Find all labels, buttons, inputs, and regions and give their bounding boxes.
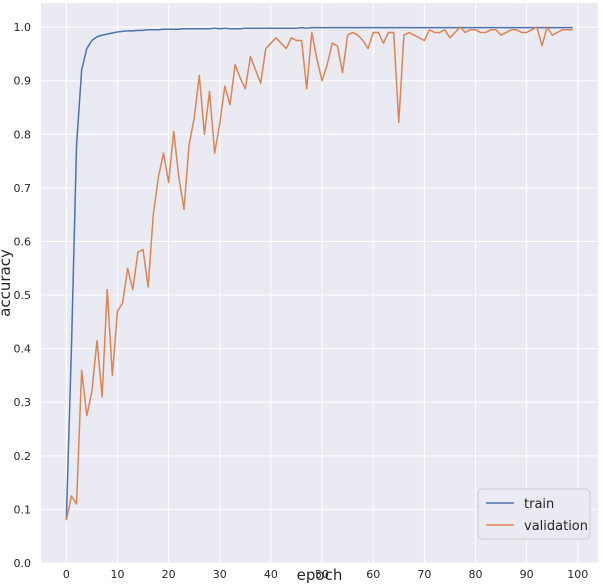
x-tick-label: 0 xyxy=(63,568,70,581)
x-tick-label: 10 xyxy=(110,568,124,581)
x-tick-label: 100 xyxy=(567,568,588,581)
series-line-train xyxy=(65,26,573,521)
series-lines xyxy=(65,26,573,521)
y-tick-label: 0.7 xyxy=(14,182,32,195)
y-axis-label: accuracy xyxy=(0,249,14,317)
x-tick-label: 70 xyxy=(417,568,431,581)
x-axis-label: epoch xyxy=(297,566,343,584)
x-tick-label: 80 xyxy=(469,568,483,581)
y-tick-label: 0.3 xyxy=(14,396,32,409)
plot-background xyxy=(41,3,598,563)
legend-label-train: train xyxy=(524,497,554,512)
y-tick-label: 0.5 xyxy=(14,289,32,302)
legend-label-validation: validation xyxy=(524,519,588,534)
x-tick-label: 50 xyxy=(315,568,329,581)
y-tick-label: 0.8 xyxy=(14,128,32,141)
x-tick-label: 20 xyxy=(162,568,176,581)
tick-labels: 0 10 20 30 40 50 60 70 80 90 100 0.0 0.1 0.2 0.3 0.4 0.5… xyxy=(14,21,589,581)
y-tick-label: 1.0 xyxy=(14,21,32,34)
y-tick-label: 0.9 xyxy=(14,75,32,88)
y-tick-label: 0.0 xyxy=(14,557,32,570)
y-tick-label: 0.4 xyxy=(14,343,32,356)
y-tick-label: 0.2 xyxy=(14,450,32,463)
x-tick-label: 30 xyxy=(213,568,227,581)
x-tick-label: 40 xyxy=(264,568,278,581)
series-line-validation xyxy=(65,26,573,521)
y-tick-label: 0.6 xyxy=(14,235,32,248)
x-tick-label: 90 xyxy=(520,568,534,581)
legend: train validation xyxy=(477,488,591,540)
y-tick-label: 0.1 xyxy=(14,503,32,516)
x-tick-label: 60 xyxy=(366,568,380,581)
legend-box xyxy=(477,488,591,540)
